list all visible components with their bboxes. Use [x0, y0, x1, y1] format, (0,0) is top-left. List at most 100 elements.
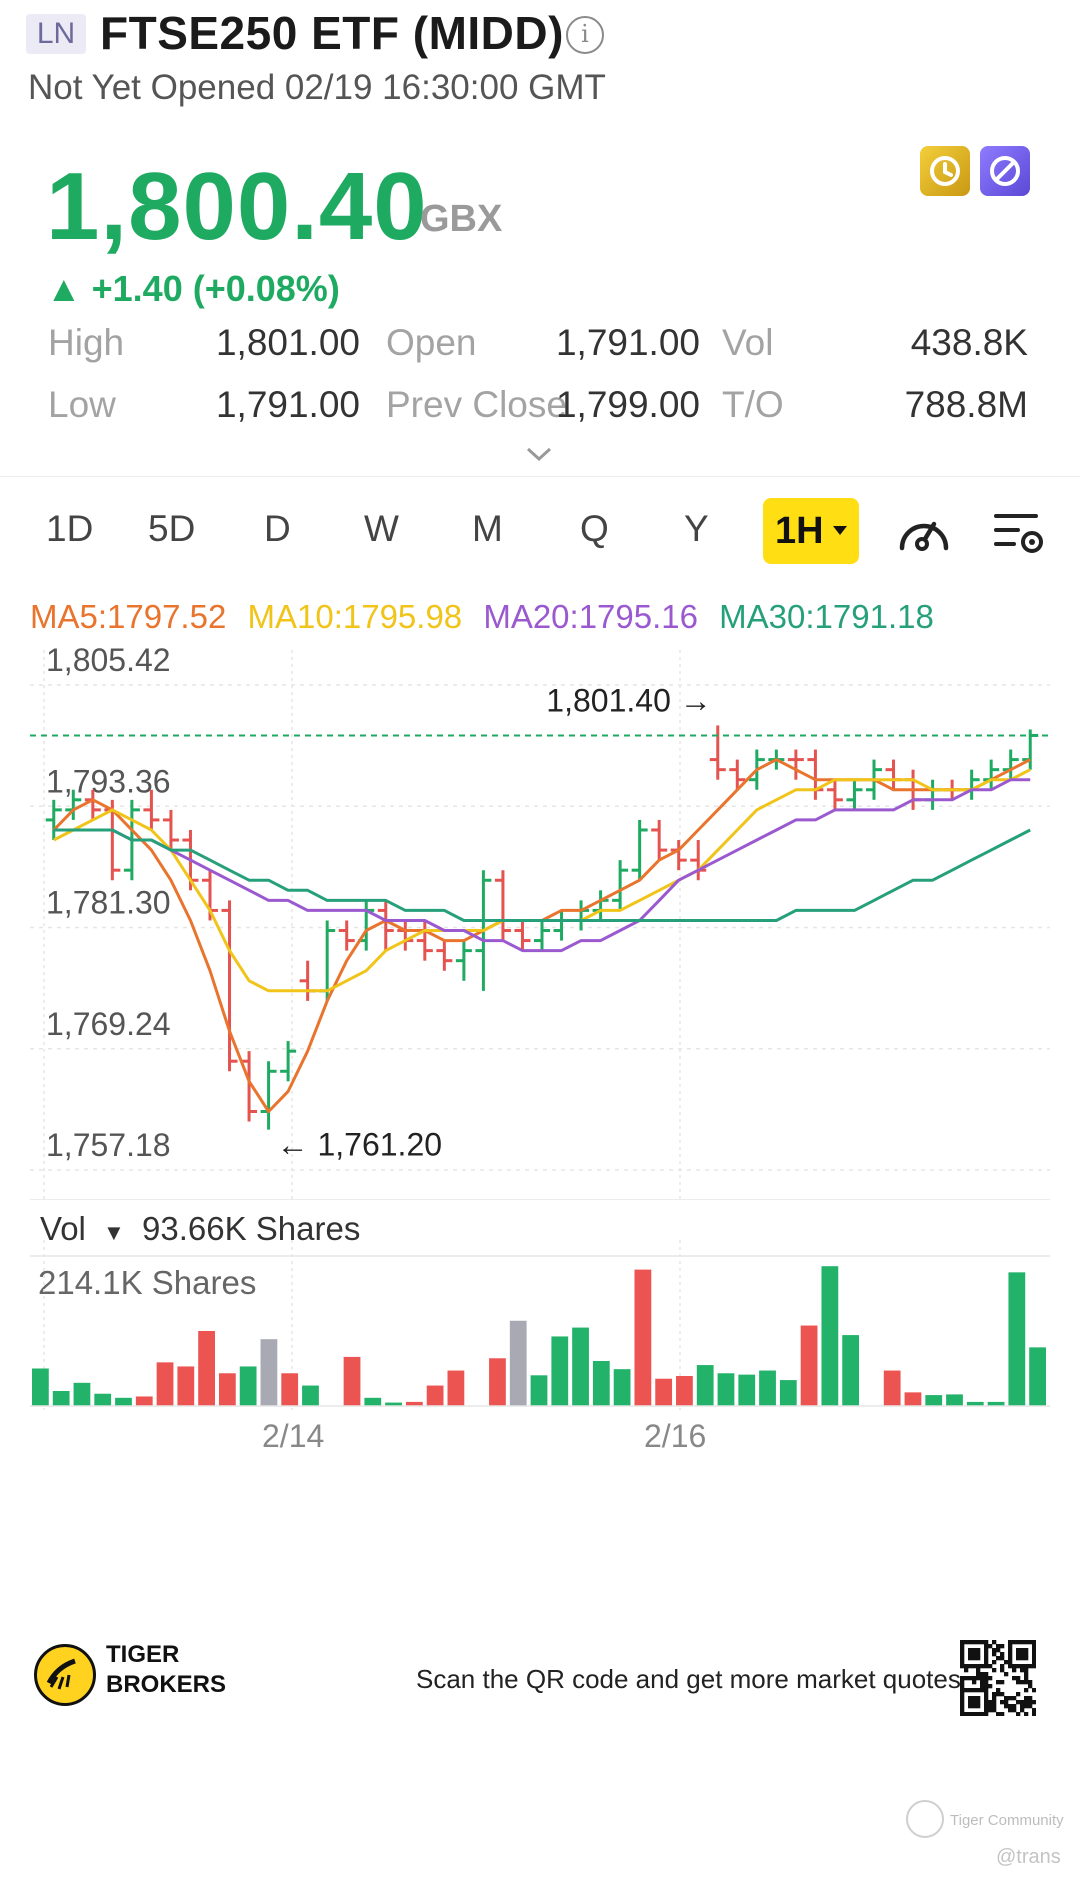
qr-cell [960, 1708, 965, 1713]
qr-cell [1016, 1652, 1021, 1657]
chevron-down-icon[interactable] [524, 444, 554, 464]
qr-cell [984, 1644, 989, 1649]
qr-cell [1032, 1660, 1036, 1665]
qr-cell [984, 1660, 989, 1665]
qr-cell [976, 1696, 981, 1701]
candle [377, 900, 394, 951]
qr-cell [960, 1704, 965, 1709]
qr-cell [996, 1644, 1001, 1649]
candle [787, 749, 804, 780]
volume-current: 93.66K Shares [142, 1210, 361, 1247]
chart-settings-icon[interactable] [990, 504, 1050, 560]
qr-cell [980, 1712, 985, 1716]
qr-cell [996, 1680, 1001, 1685]
qr-cell [1000, 1680, 1005, 1685]
qr-cell [1020, 1668, 1025, 1673]
qr-cell [1020, 1652, 1025, 1657]
qr-cell [976, 1672, 981, 1677]
qr-cell [976, 1712, 981, 1716]
tab-m[interactable]: M [472, 508, 503, 549]
qr-cell [960, 1640, 965, 1645]
volume-bar [987, 1401, 1005, 1406]
volume-bar [717, 1373, 735, 1406]
volume-bar [883, 1370, 901, 1406]
history-icon[interactable] [920, 146, 970, 196]
qr-cell [992, 1660, 997, 1665]
ma-line-ma10 [53, 768, 1031, 993]
qr-cell [968, 1688, 973, 1693]
qr-cell [976, 1700, 981, 1705]
qr-cell [968, 1696, 973, 1701]
tab-d[interactable]: D [264, 508, 291, 549]
qr-cell [1004, 1660, 1009, 1665]
qr-cell [1028, 1696, 1033, 1701]
candle [651, 819, 668, 861]
qr-cell [984, 1648, 989, 1653]
qr-cell [960, 1676, 965, 1681]
vol-value: 438.8K [910, 322, 1028, 363]
qr-cell [968, 1700, 973, 1705]
qr-cell [972, 1696, 977, 1701]
qr-cell [984, 1712, 989, 1716]
qr-cell [992, 1692, 997, 1697]
qr-cell [1020, 1664, 1025, 1669]
candlestick-chart[interactable]: 1,805.42 1,793.36 1,781.30 1,769.24 1,757.18… [0, 640, 1080, 1200]
qr-cell [1016, 1648, 1021, 1653]
volume-chart[interactable] [0, 1240, 1080, 1410]
blocked-icon[interactable] [980, 146, 1030, 196]
qr-cell [1008, 1640, 1013, 1645]
candle [162, 809, 179, 851]
ma-line-ma20 [53, 778, 1031, 953]
volume-max-label: 214.1K Shares [38, 1264, 257, 1301]
open-label: Open [386, 322, 477, 363]
volume-bar [530, 1375, 548, 1406]
tiger-logo-icon [34, 1644, 96, 1706]
volume-bar [364, 1397, 382, 1406]
caret-down-icon [833, 526, 847, 535]
info-icon[interactable]: i [566, 16, 604, 54]
qr-cell [1024, 1676, 1029, 1681]
qr-cell [1016, 1656, 1021, 1661]
candle [612, 860, 629, 911]
currency-label: GBX [420, 198, 503, 240]
candle [436, 940, 453, 971]
qr-cell [1032, 1664, 1036, 1669]
open-value: 1,791.00 [555, 322, 700, 363]
speedometer-icon[interactable] [894, 504, 954, 560]
x-axis-label: 2/16 [644, 1418, 707, 1454]
qr-cell [972, 1712, 977, 1716]
qr-cell [1016, 1712, 1021, 1716]
qr-cell [1032, 1656, 1036, 1661]
qr-cell [976, 1656, 981, 1661]
qr-cell [1004, 1696, 1009, 1701]
turnover-label: T/O [722, 384, 784, 425]
tab-y[interactable]: Y [684, 508, 709, 549]
qr-cell [972, 1700, 977, 1705]
qr-cell [972, 1640, 977, 1645]
tab-1h[interactable]: 1H [763, 498, 859, 564]
candle [534, 920, 550, 951]
low-value: 1,791.00 [215, 384, 360, 425]
qr-cell [1000, 1700, 1005, 1705]
qr-cell [992, 1640, 997, 1645]
qr-cell [972, 1676, 977, 1681]
qr-cell [1032, 1688, 1036, 1693]
candle [709, 725, 726, 780]
qr-cell [1024, 1668, 1029, 1673]
ma10-value: MA10:1795.98 [247, 598, 463, 635]
volume-bar [426, 1385, 444, 1406]
community-icon [906, 1800, 944, 1838]
qr-cell [968, 1704, 973, 1709]
qr-cell [1000, 1712, 1005, 1716]
qr-cell [988, 1676, 993, 1681]
tab-1d[interactable]: 1D [46, 508, 94, 549]
qr-cell [968, 1656, 973, 1661]
tab-5d[interactable]: 5D [148, 508, 196, 549]
tab-w[interactable]: W [364, 508, 399, 549]
candle [729, 759, 746, 790]
qr-cell [1024, 1700, 1029, 1705]
tab-q[interactable]: Q [580, 508, 609, 549]
volume-header[interactable]: Vol ▼ 93.66K Shares [40, 1210, 360, 1248]
qr-cell [1020, 1708, 1025, 1713]
qr-cell [960, 1648, 965, 1653]
